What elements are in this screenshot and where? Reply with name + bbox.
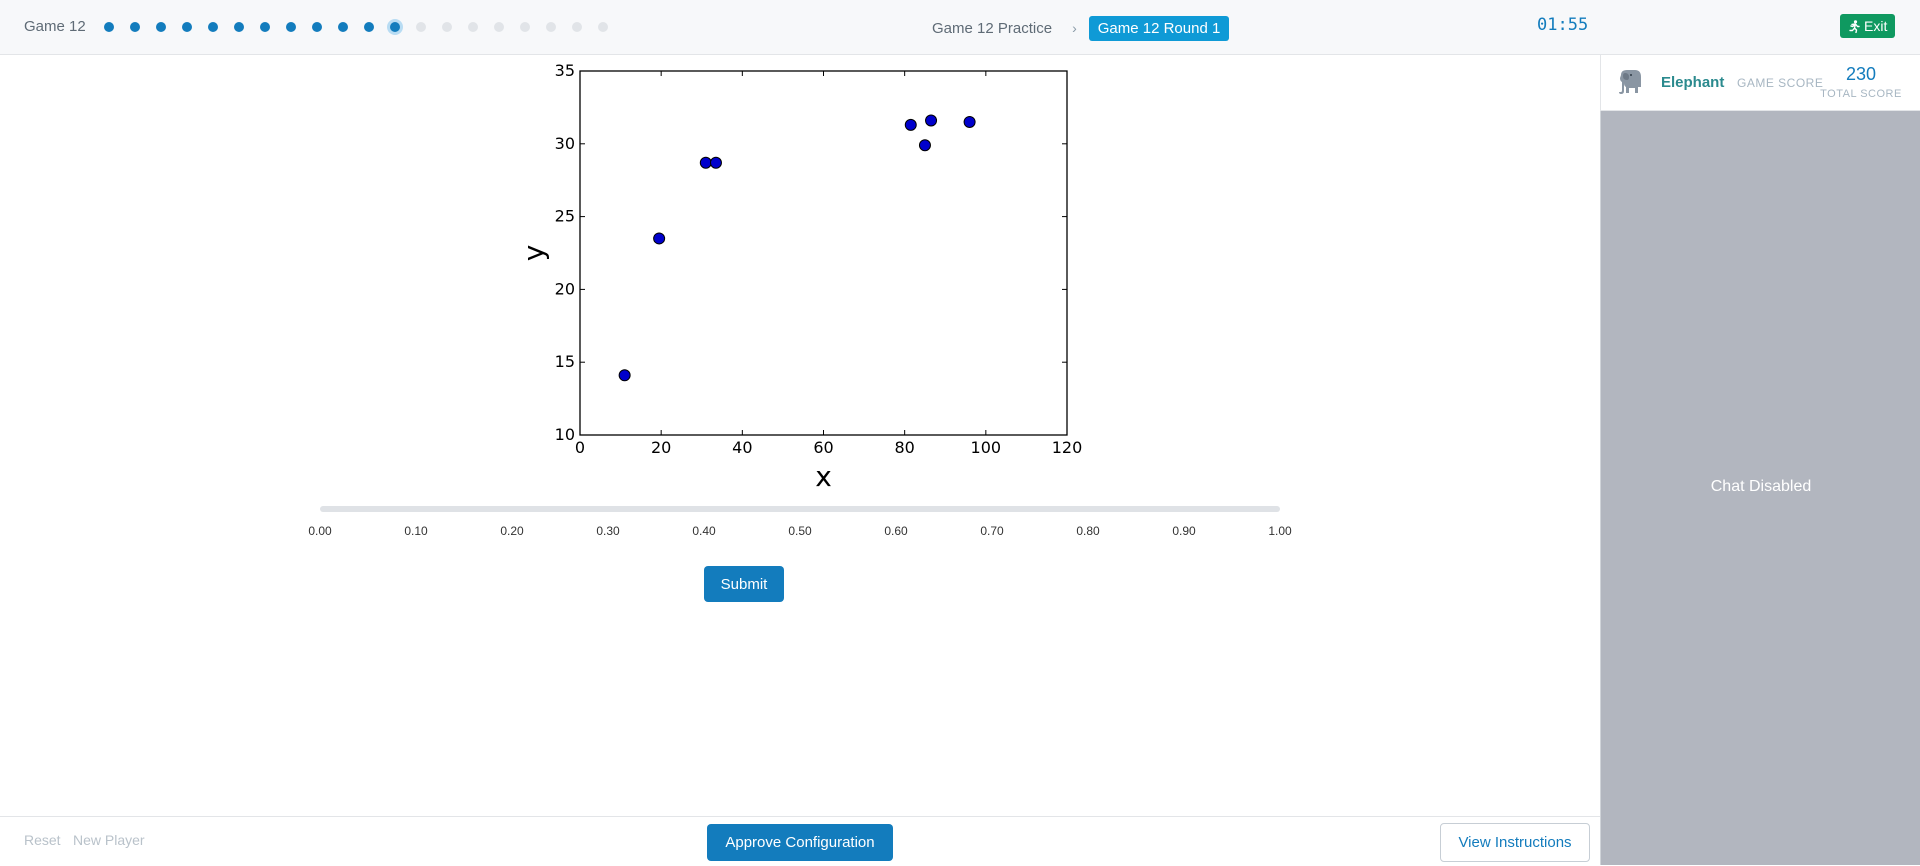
round-progress	[104, 20, 624, 34]
slider-tick-labels: 0.00 0.10 0.20 0.30 0.40 0.50 0.60 0.70 0.80 0.90…	[0, 524, 1600, 540]
chevron-right-icon: ›	[1072, 20, 1077, 36]
slider-tick-label: 1.00	[1268, 524, 1292, 538]
slider-tick-label: 0.90	[1172, 524, 1196, 538]
total-score-label: TOTAL SCORE	[1820, 88, 1902, 100]
scatter-point	[904, 118, 917, 131]
slider-tick-label: 0.10	[404, 524, 428, 538]
new-player-link[interactable]: New Player	[73, 832, 145, 848]
x-tick-label: 120	[1052, 438, 1083, 457]
y-tick-label: 35	[555, 61, 575, 80]
game-title: Game 12	[24, 18, 86, 35]
elephant-icon	[1619, 70, 1641, 94]
footer-bar: Reset New Player Approve Configuration V…	[0, 816, 1600, 866]
progress-dot	[338, 22, 348, 32]
slider-tick-label: 0.50	[788, 524, 812, 538]
scatter-point	[963, 115, 976, 128]
y-tick-label: 25	[555, 207, 575, 226]
scatter-point	[653, 232, 666, 245]
progress-dot	[520, 22, 530, 32]
x-tick-label: 60	[813, 438, 833, 457]
progress-dot	[208, 22, 218, 32]
progress-dot	[416, 22, 426, 32]
breadcrumb-parent[interactable]: Game 12 Practice	[932, 19, 1053, 37]
scatter-point	[699, 156, 712, 169]
y-tick-label: 10	[555, 425, 575, 444]
progress-dot	[468, 22, 478, 32]
chat-panel: Chat Disabled	[1600, 111, 1920, 865]
breadcrumb-current: Game 12 Round 1	[1088, 15, 1230, 41]
progress-dot	[156, 22, 166, 32]
progress-dot-current	[390, 22, 400, 32]
progress-dot	[494, 22, 504, 32]
submit-button[interactable]: Submit	[704, 566, 784, 602]
value-slider[interactable]	[320, 506, 1280, 512]
progress-dot	[286, 22, 296, 32]
progress-dot	[546, 22, 556, 32]
slider-tick-label: 0.80	[1076, 524, 1100, 538]
top-bar: Game 12 Game 12 Practice › Game 12 Round…	[0, 0, 1920, 55]
chat-disabled-message: Chat Disabled	[1710, 478, 1812, 495]
slider-tick-label: 0.40	[692, 524, 716, 538]
x-tick-label: 20	[651, 438, 671, 457]
slider-tick-label: 0.30	[596, 524, 620, 538]
running-person-icon	[1849, 19, 1860, 33]
slider-tick-label: 0.70	[980, 524, 1004, 538]
y-axis-title: y	[517, 245, 550, 262]
total-score-value: 230	[1845, 64, 1877, 84]
approve-configuration-button[interactable]: Approve Configuration	[707, 824, 893, 861]
scatter-point	[618, 369, 631, 382]
x-tick-label: 80	[894, 438, 914, 457]
x-tick-label: 100	[971, 438, 1002, 457]
player-panel: Elephant GAME SCORE 230 TOTAL SCORE	[1600, 55, 1920, 111]
view-instructions-button[interactable]: View Instructions	[1440, 823, 1590, 862]
countdown-timer: 01:55	[1537, 15, 1589, 35]
x-tick-label: 0	[575, 438, 585, 457]
y-tick-label: 20	[555, 279, 575, 298]
progress-dot	[260, 22, 270, 32]
slider-tick-label: 0.00	[308, 524, 332, 538]
progress-dot	[182, 22, 192, 32]
progress-dot	[572, 22, 582, 32]
scatter-point	[709, 156, 722, 169]
exit-button[interactable]: Exit	[1840, 14, 1896, 38]
scatter-chart: 0 20 40 60 80 100 120 10 15 20 25 30 35 x y	[517, 61, 1083, 493]
game-score-label: GAME SCORE	[1737, 76, 1824, 90]
scatter-point	[925, 114, 938, 127]
breadcrumb: Game 12 Practice › Game 12 Round 1	[932, 15, 1230, 41]
progress-dot	[130, 22, 140, 32]
y-tick-label: 15	[555, 352, 575, 371]
progress-dot	[104, 22, 114, 32]
progress-dot	[598, 22, 608, 32]
progress-dot	[234, 22, 244, 32]
plot-frame	[579, 70, 1068, 436]
slider-tick-label: 0.20	[500, 524, 524, 538]
progress-dot	[312, 22, 322, 32]
reset-link[interactable]: Reset	[24, 832, 61, 848]
progress-dot	[364, 22, 374, 32]
player-name: Elephant	[1661, 74, 1725, 91]
x-axis-title: x	[815, 460, 832, 493]
scatter-point	[918, 139, 931, 152]
x-tick-label: 40	[732, 438, 752, 457]
slider-tick-label: 0.60	[884, 524, 908, 538]
progress-dot	[442, 22, 452, 32]
exit-label: Exit	[1864, 18, 1888, 34]
y-tick-label: 30	[555, 134, 575, 153]
